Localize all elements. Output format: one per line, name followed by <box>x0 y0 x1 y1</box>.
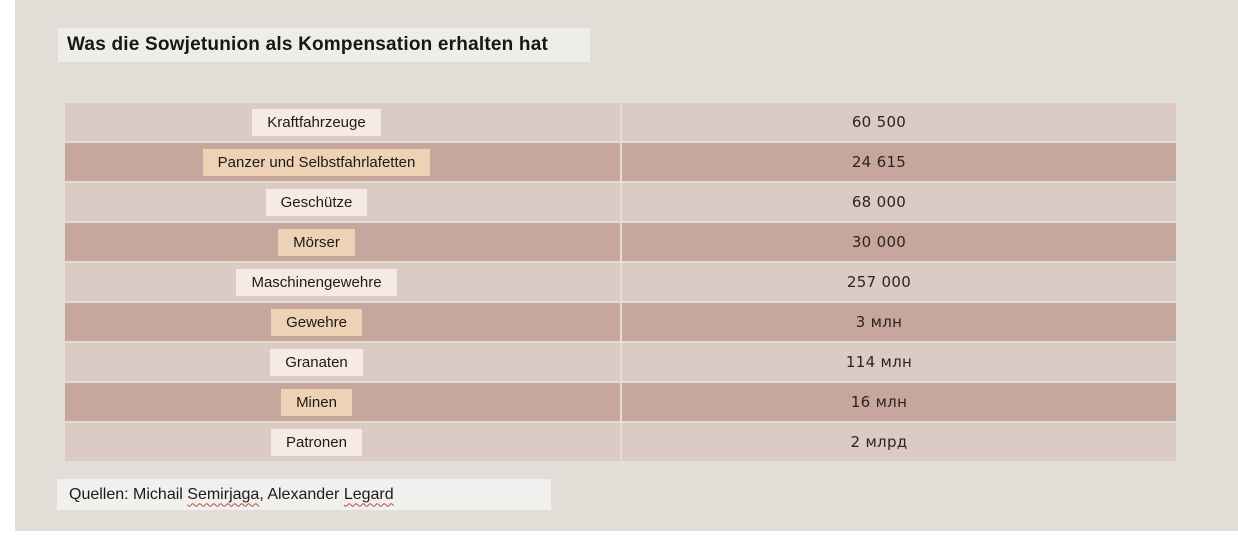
compensation-table: Kraftfahrzeuge 60 500 Panzer und Selbstf… <box>65 103 1176 461</box>
value-cell: 114 млн <box>622 343 1176 381</box>
label-cell: Maschinengewehre <box>65 263 620 301</box>
row-label: Kraftfahrzeuge <box>252 108 381 136</box>
table-row: Maschinengewehre 257 000 <box>65 263 1176 301</box>
table-row: Kraftfahrzeuge 60 500 <box>65 103 1176 141</box>
source-strip: Quellen: Michail Semirjaga, Alexander Le… <box>57 479 551 510</box>
value-cell: 60 500 <box>622 103 1176 141</box>
row-value: 68 000 <box>851 193 907 211</box>
value-cell: 16 млн <box>622 383 1176 421</box>
table-row: Panzer und Selbstfahrlafetten 24 615 <box>65 143 1176 181</box>
label-cell: Panzer und Selbstfahrlafetten <box>65 143 620 181</box>
row-value: 24 615 <box>851 153 907 171</box>
table-row: Minen 16 млн <box>65 383 1176 421</box>
label-cell: Mörser <box>65 223 620 261</box>
source-text: Quellen: Michail Semirjaga, Alexander Le… <box>69 486 394 504</box>
label-cell: Patronen <box>65 423 620 461</box>
slide-panel: Was die Sowjetunion als Kompensation erh… <box>15 0 1238 531</box>
table-row: Gewehre 3 млн <box>65 303 1176 341</box>
row-label: Patronen <box>271 428 362 456</box>
row-label: Gewehre <box>271 308 362 336</box>
row-value: 3 млн <box>855 313 903 331</box>
table-row: Granaten 114 млн <box>65 343 1176 381</box>
label-cell: Geschütze <box>65 183 620 221</box>
row-label: Panzer und Selbstfahrlafetten <box>202 148 431 176</box>
table-row: Mörser 30 000 <box>65 223 1176 261</box>
row-label: Minen <box>281 388 352 416</box>
value-cell: 24 615 <box>622 143 1176 181</box>
title-strip: Was die Sowjetunion als Kompensation erh… <box>58 28 590 62</box>
row-value: 2 млрд <box>850 433 908 451</box>
source-middle: , Alexander <box>259 485 344 503</box>
row-value: 60 500 <box>851 113 907 131</box>
row-label: Maschinengewehre <box>236 268 397 296</box>
source-name-semirjaga: Semirjaga <box>187 485 260 503</box>
row-label: Geschütze <box>265 188 368 216</box>
value-cell: 2 млрд <box>622 423 1176 461</box>
row-value: 30 000 <box>851 233 907 251</box>
page-title: Was die Sowjetunion als Kompensation erh… <box>67 34 548 55</box>
table-row: Geschütze 68 000 <box>65 183 1176 221</box>
source-prefix: Quellen: Michail <box>69 485 188 503</box>
row-label: Mörser <box>278 228 355 256</box>
value-cell: 68 000 <box>622 183 1176 221</box>
label-cell: Gewehre <box>65 303 620 341</box>
row-value: 16 млн <box>850 393 908 411</box>
value-cell: 30 000 <box>622 223 1176 261</box>
value-cell: 257 000 <box>622 263 1176 301</box>
label-cell: Granaten <box>65 343 620 381</box>
table-row: Patronen 2 млрд <box>65 423 1176 461</box>
label-cell: Kraftfahrzeuge <box>65 103 620 141</box>
source-name-legard: Legard <box>343 485 394 503</box>
label-cell: Minen <box>65 383 620 421</box>
value-cell: 3 млн <box>622 303 1176 341</box>
row-value: 257 000 <box>846 273 912 291</box>
row-value: 114 млн <box>845 353 913 371</box>
row-label: Granaten <box>270 348 363 376</box>
